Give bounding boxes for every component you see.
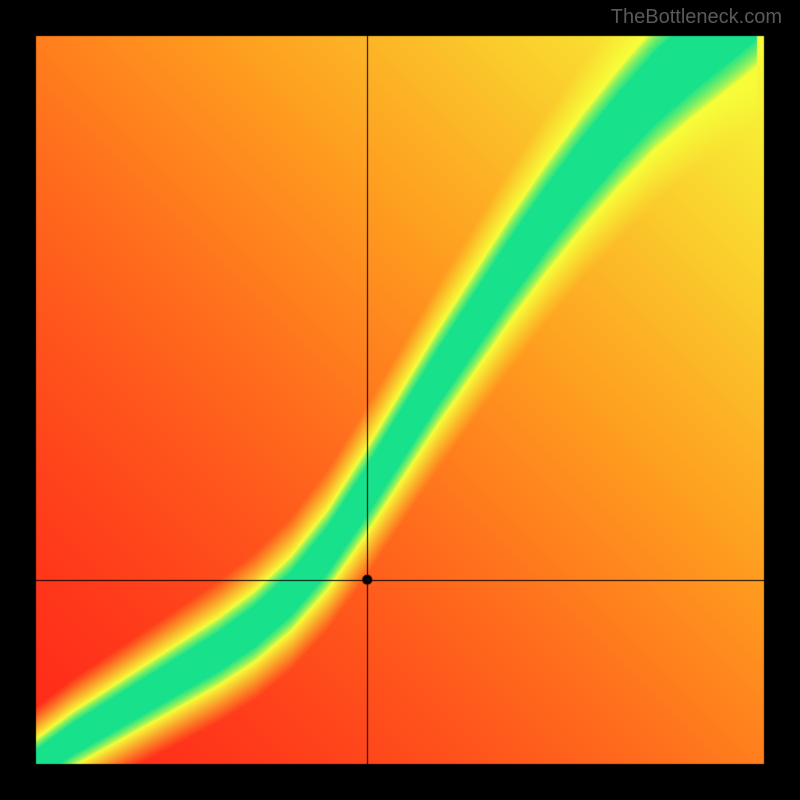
bottleneck-heatmap bbox=[0, 0, 800, 800]
chart-container: TheBottleneck.com bbox=[0, 0, 800, 800]
watermark-text: TheBottleneck.com bbox=[611, 6, 782, 29]
